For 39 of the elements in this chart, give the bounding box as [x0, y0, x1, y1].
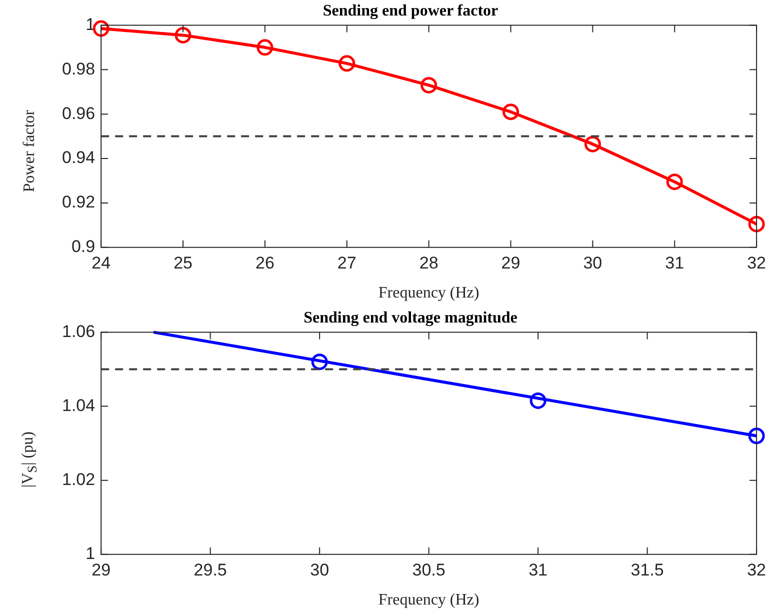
point [584, 136, 601, 152]
x-tick-label: 27 [337, 253, 356, 272]
point [174, 26, 192, 44]
chart-title: Sending end power factor [322, 2, 498, 20]
x-tick-label: 31 [665, 253, 684, 272]
y-tick-label: 0.92 [62, 192, 96, 212]
x-tick-label: 32 [747, 560, 766, 580]
y-tick-label: 1.06 [62, 322, 96, 341]
x-tick-label: 31.5 [630, 560, 664, 580]
x-axis-title: Frequency (Hz) [378, 592, 480, 609]
x-tick-label: 28 [419, 253, 438, 272]
y-tick-label: 1.04 [62, 396, 96, 415]
x-tick-label: 32 [747, 253, 766, 272]
y-tick-label: 0.94 [62, 148, 96, 168]
point [502, 104, 519, 120]
x-tick-label: 29 [501, 253, 520, 272]
x-tick-label: 29.5 [194, 560, 227, 580]
x-tick-label: 31 [528, 560, 548, 580]
x-axis-title: Frequency (Hz) [378, 284, 480, 302]
x-tick-label: 26 [255, 253, 274, 272]
y-tick-label: 0.96 [62, 104, 96, 123]
point [748, 428, 765, 444]
x-tick-label: 30 [583, 253, 602, 272]
point [666, 174, 683, 190]
y-tick-label: 1 [86, 14, 96, 34]
point [92, 20, 110, 37]
point [748, 216, 765, 232]
y-tick-label: 0.98 [62, 59, 96, 78]
x-tick-label: 25 [174, 253, 192, 272]
point [420, 76, 438, 94]
y-axis-title: Power factor [21, 109, 39, 192]
x-tick-label: 30 [310, 560, 330, 580]
chart-title: Sending end voltage magnitude [304, 310, 518, 327]
x-tick-label: 30.5 [412, 560, 446, 580]
point [338, 55, 356, 72]
y-tick-label: 1.02 [62, 470, 96, 490]
point [256, 39, 274, 56]
point [311, 354, 328, 370]
point [530, 392, 546, 409]
